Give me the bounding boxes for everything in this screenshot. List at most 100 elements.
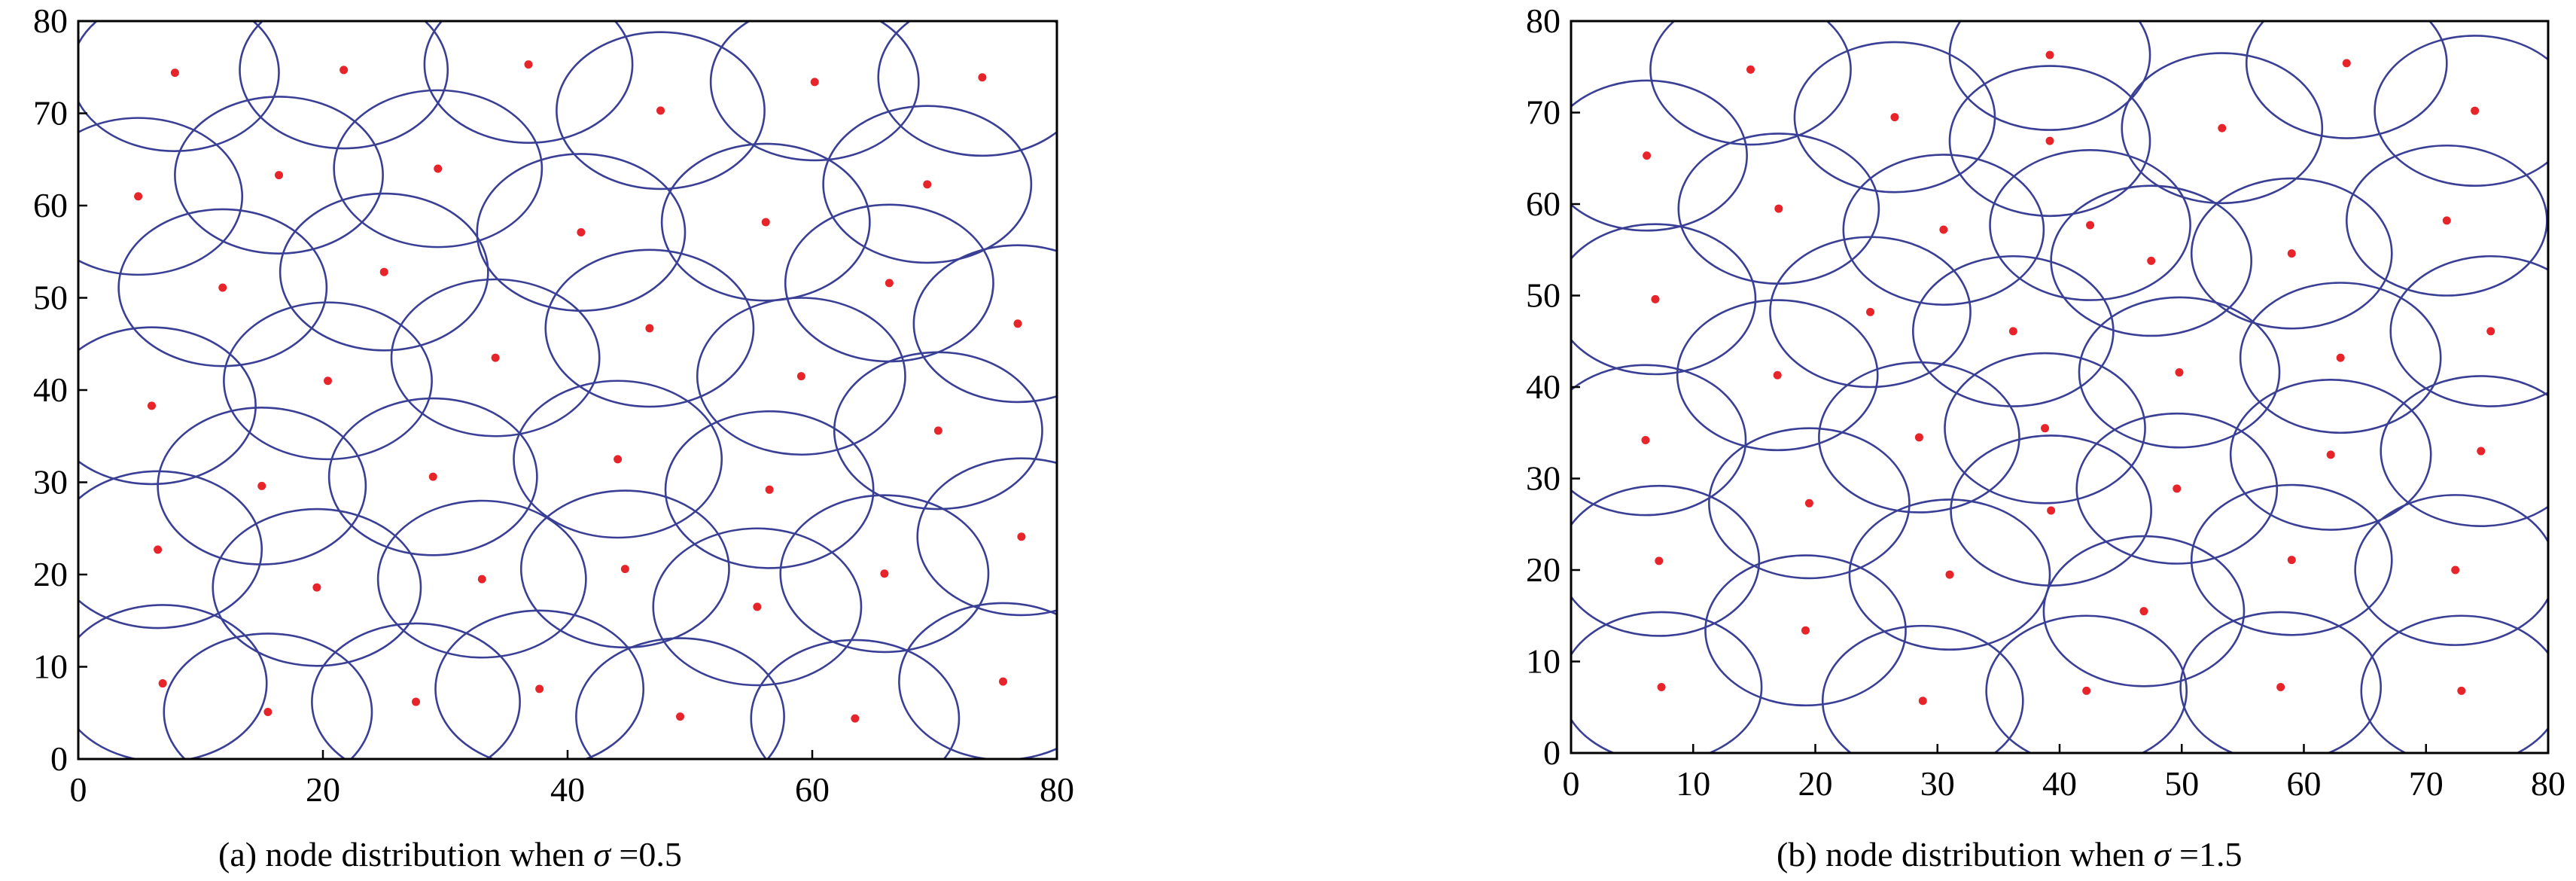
plot-area-b	[1571, 21, 2548, 753]
y-tick-label: 50	[33, 279, 68, 317]
panel-a: 0 20 40 60 80 0 10 20 30 40 50 60 70 80 (a) node dist…	[33, 2, 1074, 874]
node-point	[761, 218, 770, 227]
coverage-circle	[390, 278, 601, 437]
coverage-circle	[327, 397, 538, 556]
node-point	[434, 164, 443, 173]
node-point	[1017, 532, 1026, 541]
coverage-circle	[2075, 412, 2279, 565]
node-point	[2041, 424, 2050, 433]
x-tick-label: 0	[1563, 764, 1580, 803]
node-point	[2175, 368, 2184, 377]
node-point	[851, 714, 860, 723]
node-point	[2218, 123, 2227, 133]
coverage-circle	[2179, 611, 2382, 753]
x-tick-label: 30	[1920, 764, 1955, 803]
node-point	[134, 192, 143, 201]
coverage-circle	[174, 96, 384, 255]
node-point	[263, 708, 273, 717]
node-point	[2326, 450, 2335, 459]
chart-a: 0 20 40 60 80 0 10 20 30 40 50 60 70 80	[33, 2, 1074, 809]
node-point	[535, 684, 544, 694]
node-point	[148, 401, 156, 410]
node-point	[2045, 50, 2054, 59]
coverage-circle	[423, 21, 634, 144]
node-point	[1918, 697, 1927, 706]
coverage-circle	[916, 457, 1057, 617]
node-point	[2451, 565, 2460, 575]
node-point	[2147, 256, 2156, 265]
x-tick-label: 20	[306, 770, 340, 809]
coverage-circle	[434, 609, 645, 759]
caption-a: (a) node distribution when σ =0.5	[218, 834, 682, 874]
node-point	[2045, 136, 2054, 145]
node-point	[412, 697, 420, 706]
y-tick-label: 40	[1526, 367, 1561, 406]
coverage-circle	[2374, 35, 2548, 187]
x-tick-label: 80	[1040, 770, 1074, 809]
node-point	[2457, 686, 2466, 695]
x-tick-label: 20	[1798, 764, 1833, 803]
coverage-circle	[376, 499, 587, 659]
panel-b: 0 10 20 30 40 50 60 70 80 0 10 20 30 40 50 60 70 80 (b) n…	[1288, 0, 2576, 881]
y-tick-label: 10	[33, 648, 68, 686]
coverage-circle	[1842, 154, 2045, 306]
node-point	[491, 353, 500, 362]
coverage-circle	[2121, 52, 2324, 205]
node-point	[2287, 556, 2296, 565]
coverage-circle	[2229, 378, 2432, 531]
y-tick-label: 0	[50, 739, 68, 778]
node-point	[1651, 294, 1660, 303]
x-tick-label: 40	[550, 770, 585, 809]
node-point	[170, 69, 179, 78]
node-point	[1945, 570, 1954, 579]
coverage-circle	[1708, 427, 1911, 580]
plot-area-a	[78, 21, 1057, 759]
caption-b: (b) node distribution when σ =1.5	[1777, 834, 2242, 874]
coverage-circle	[898, 602, 1057, 759]
coverage-circle	[696, 297, 906, 456]
x-tick-label: 70	[2409, 764, 2444, 803]
coverage-circle	[1704, 554, 1907, 707]
coverage-circle	[1571, 611, 1763, 753]
coverage-circle	[1649, 21, 1852, 146]
coverage-circle	[652, 527, 863, 687]
node-point	[676, 712, 684, 721]
node-point	[1890, 113, 1899, 122]
coverage-circle	[212, 508, 422, 667]
y-tick-label: 10	[1526, 642, 1561, 681]
coverage-circle	[2190, 177, 2393, 330]
coverage-circle	[1848, 498, 2051, 651]
coverage-circle	[1769, 236, 1972, 389]
node-point	[379, 267, 388, 276]
coverage-circle	[2042, 535, 2246, 687]
coverage-circle	[1793, 41, 1996, 194]
y-tick-label: 50	[1526, 276, 1561, 315]
y-tick-label: 80	[1526, 2, 1561, 40]
x-tick-label: 0	[70, 770, 87, 809]
y-tick-label: 40	[33, 370, 68, 409]
node-point	[1773, 370, 1782, 380]
node-point	[2086, 221, 2095, 230]
node-point	[880, 569, 889, 578]
y-tick-label: 60	[33, 186, 68, 224]
node-point	[810, 78, 819, 87]
coverage-circle	[476, 153, 687, 312]
coverage-circle	[544, 248, 755, 408]
node-point	[1939, 225, 1948, 234]
coverage-circle	[660, 142, 871, 302]
node-point	[428, 472, 437, 481]
node-point	[2336, 353, 2345, 362]
y-tick-label: 0	[1543, 733, 1561, 772]
coverage-circle	[750, 639, 961, 759]
caption-a-prefix: (a) node distribution when	[218, 835, 594, 873]
node-point	[524, 60, 533, 69]
node-point	[765, 485, 774, 494]
coverage-circle	[311, 622, 521, 759]
node-point	[978, 73, 987, 82]
node-point	[2342, 59, 2351, 68]
caption-b-symbol: σ	[2153, 835, 2171, 873]
node-point	[614, 455, 623, 464]
node-point	[1866, 307, 1875, 316]
coverage-circle	[2360, 614, 2548, 753]
coverage-circle	[2078, 296, 2281, 449]
